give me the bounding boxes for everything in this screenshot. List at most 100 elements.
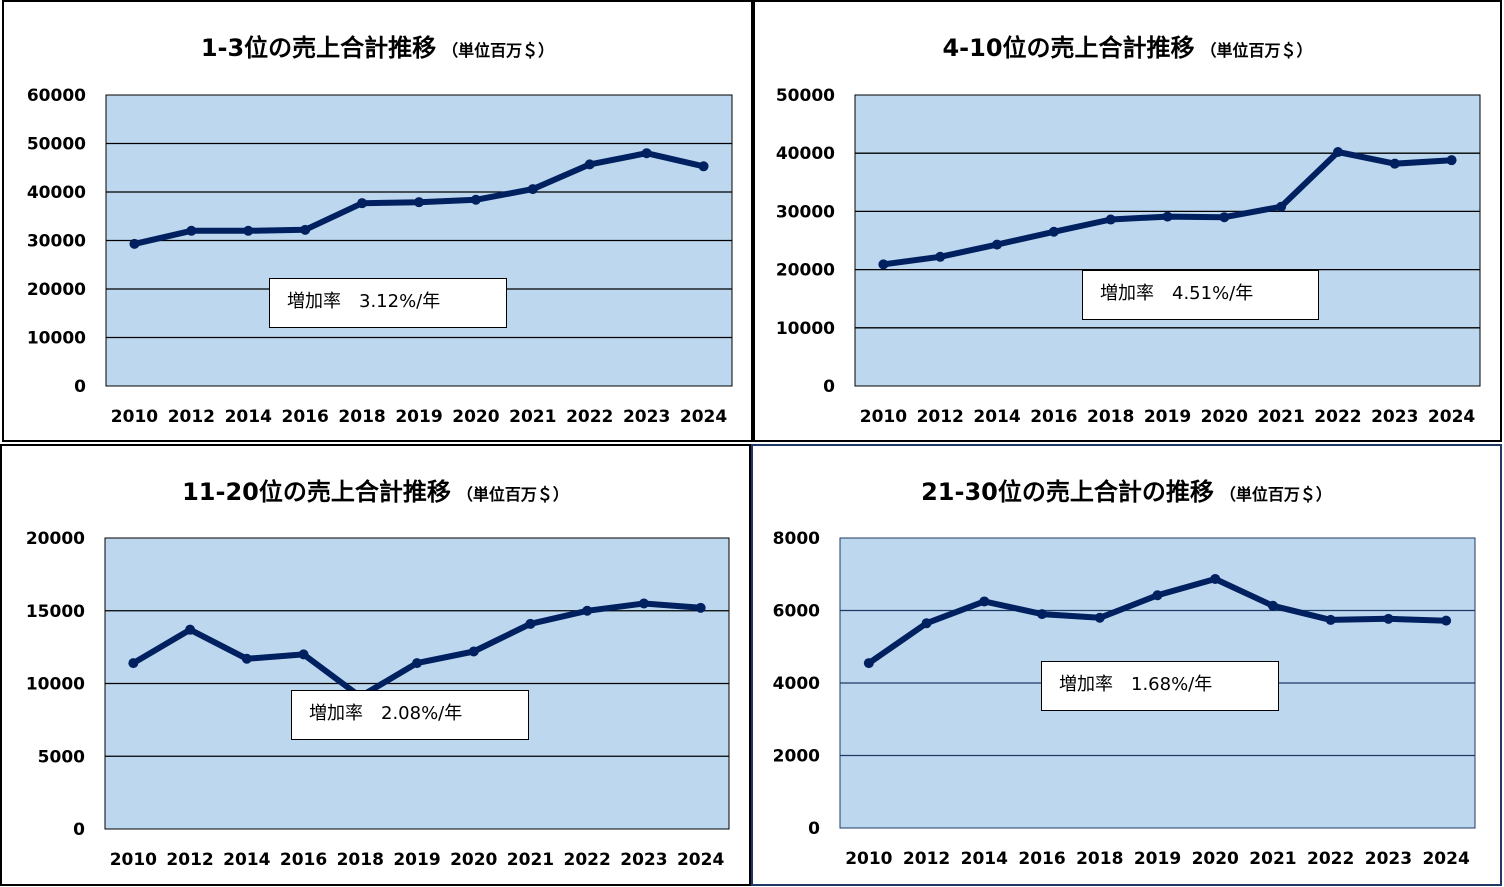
data-point (1267, 600, 1278, 611)
y-tick-label: 50000 (27, 135, 86, 155)
data-point (582, 605, 593, 616)
x-tick-label: 2019 (393, 850, 440, 870)
x-tick-label: 2010 (110, 850, 157, 870)
chart-unit: （単位百万＄） (442, 41, 555, 60)
x-tick-label: 2023 (1371, 407, 1418, 427)
x-tick-label: 2019 (1144, 407, 1191, 427)
x-tick-label: 2022 (1307, 849, 1354, 869)
data-point (412, 658, 422, 669)
data-point (468, 646, 479, 657)
data-point (1105, 214, 1116, 225)
x-tick-label: 2014 (973, 407, 1020, 427)
chart-unit: （単位百万＄） (1200, 41, 1313, 60)
x-tick-label: 2022 (1314, 407, 1361, 427)
y-tick-label: 8000 (773, 529, 820, 549)
chart-title: 11-20位の売上合計推移 （単位百万＄） (2, 472, 749, 507)
data-point (638, 598, 649, 609)
growth-rate-box: 増加率 2.08%/年 (291, 690, 529, 740)
x-tick-label: 2020 (450, 850, 497, 870)
data-point (1048, 226, 1059, 237)
y-tick-label: 0 (73, 820, 85, 840)
x-tick-label: 2012 (166, 850, 213, 870)
y-tick-label: 10000 (776, 319, 835, 339)
data-point (1037, 609, 1048, 620)
data-point (186, 225, 197, 236)
data-point (470, 194, 481, 205)
chart-svg: 0 5000 10000 15000 20000 2010 2012 2014 2016 2018… (26, 529, 730, 870)
y-tick-label: 30000 (27, 232, 86, 252)
chart-title: 1-3位の売上合計推移 （単位百万＄） (4, 28, 751, 63)
y-tick-label: 5000 (38, 747, 85, 767)
x-tick-label: 2018 (337, 850, 384, 870)
y-tick-label: 6000 (773, 602, 820, 622)
data-point (129, 238, 140, 249)
x-tick-label: 2010 (111, 407, 158, 427)
x-tick-label: 2014 (223, 850, 270, 870)
x-tick-label: 2024 (1422, 849, 1469, 869)
y-tick-label: 20000 (776, 261, 835, 281)
y-tick-label: 0 (823, 377, 835, 397)
chart-unit: （単位百万＄） (456, 485, 569, 504)
data-point (1389, 158, 1400, 169)
data-point (241, 653, 252, 664)
y-tick-label: 40000 (776, 144, 835, 164)
data-point (1325, 614, 1336, 625)
data-point (1276, 201, 1287, 212)
data-point (979, 596, 990, 607)
data-point (1210, 573, 1221, 584)
x-tick-label: 2024 (1428, 407, 1475, 427)
x-tick-label: 2021 (1257, 407, 1304, 427)
chart-title-text: 21-30位の売上合計の推移 (921, 478, 1214, 506)
data-point (525, 618, 536, 629)
x-tick-label: 2021 (509, 407, 556, 427)
x-tick-label: 2012 (168, 407, 215, 427)
data-point (695, 602, 706, 613)
x-tick-label: 2021 (1249, 849, 1296, 869)
x-tick-label: 2016 (1030, 407, 1077, 427)
data-point (1162, 211, 1173, 222)
chart-title: 21-30位の売上合計の推移 （単位百万＄） (753, 472, 1500, 507)
data-point (921, 618, 932, 629)
data-point (357, 198, 368, 209)
data-point (1446, 155, 1457, 166)
x-tick-label: 2012 (917, 407, 964, 427)
data-point (1441, 615, 1452, 626)
y-tick-label: 10000 (26, 675, 85, 695)
data-point (1152, 590, 1163, 601)
chart-title: 4-10位の売上合計推移 （単位百万＄） (755, 28, 1500, 63)
data-point (298, 649, 309, 660)
chart-svg: 0 10000 20000 30000 40000 50000 2010 2012 2014 20… (776, 86, 1481, 427)
data-point (1094, 612, 1105, 623)
x-tick-label: 2021 (507, 850, 554, 870)
data-point (1383, 613, 1394, 624)
x-tick-label: 2010 (845, 849, 892, 869)
data-point (300, 224, 311, 235)
data-point (641, 148, 652, 159)
y-tick-label: 2000 (773, 747, 820, 767)
x-tick-label: 2018 (1076, 849, 1123, 869)
chart-title-text: 11-20位の売上合計推移 (182, 478, 451, 506)
x-tick-label: 2020 (1201, 407, 1248, 427)
x-tick-label: 2016 (282, 407, 329, 427)
x-tick-label: 2018 (1087, 407, 1134, 427)
growth-rate-box: 増加率 3.12%/年 (269, 278, 507, 328)
data-point (1219, 212, 1230, 223)
y-tick-label: 10000 (27, 329, 86, 349)
data-point (128, 658, 139, 669)
y-tick-label: 50000 (776, 86, 835, 106)
chart-svg: 0 10000 20000 30000 40000 50000 60000 2010 2012 2… (27, 86, 733, 427)
growth-rate-box: 増加率 1.68%/年 (1041, 661, 1279, 711)
data-point (243, 225, 254, 236)
data-point (185, 624, 196, 635)
x-tick-label: 2022 (566, 407, 613, 427)
data-point (992, 239, 1003, 250)
x-tick-label: 2014 (225, 407, 272, 427)
data-point (863, 658, 874, 669)
data-point (414, 197, 424, 208)
data-point (1332, 147, 1343, 158)
y-tick-label: 60000 (27, 86, 86, 106)
y-tick-label: 20000 (27, 280, 86, 300)
x-tick-label: 2022 (564, 850, 611, 870)
data-point (584, 159, 595, 170)
x-tick-label: 2019 (395, 407, 442, 427)
